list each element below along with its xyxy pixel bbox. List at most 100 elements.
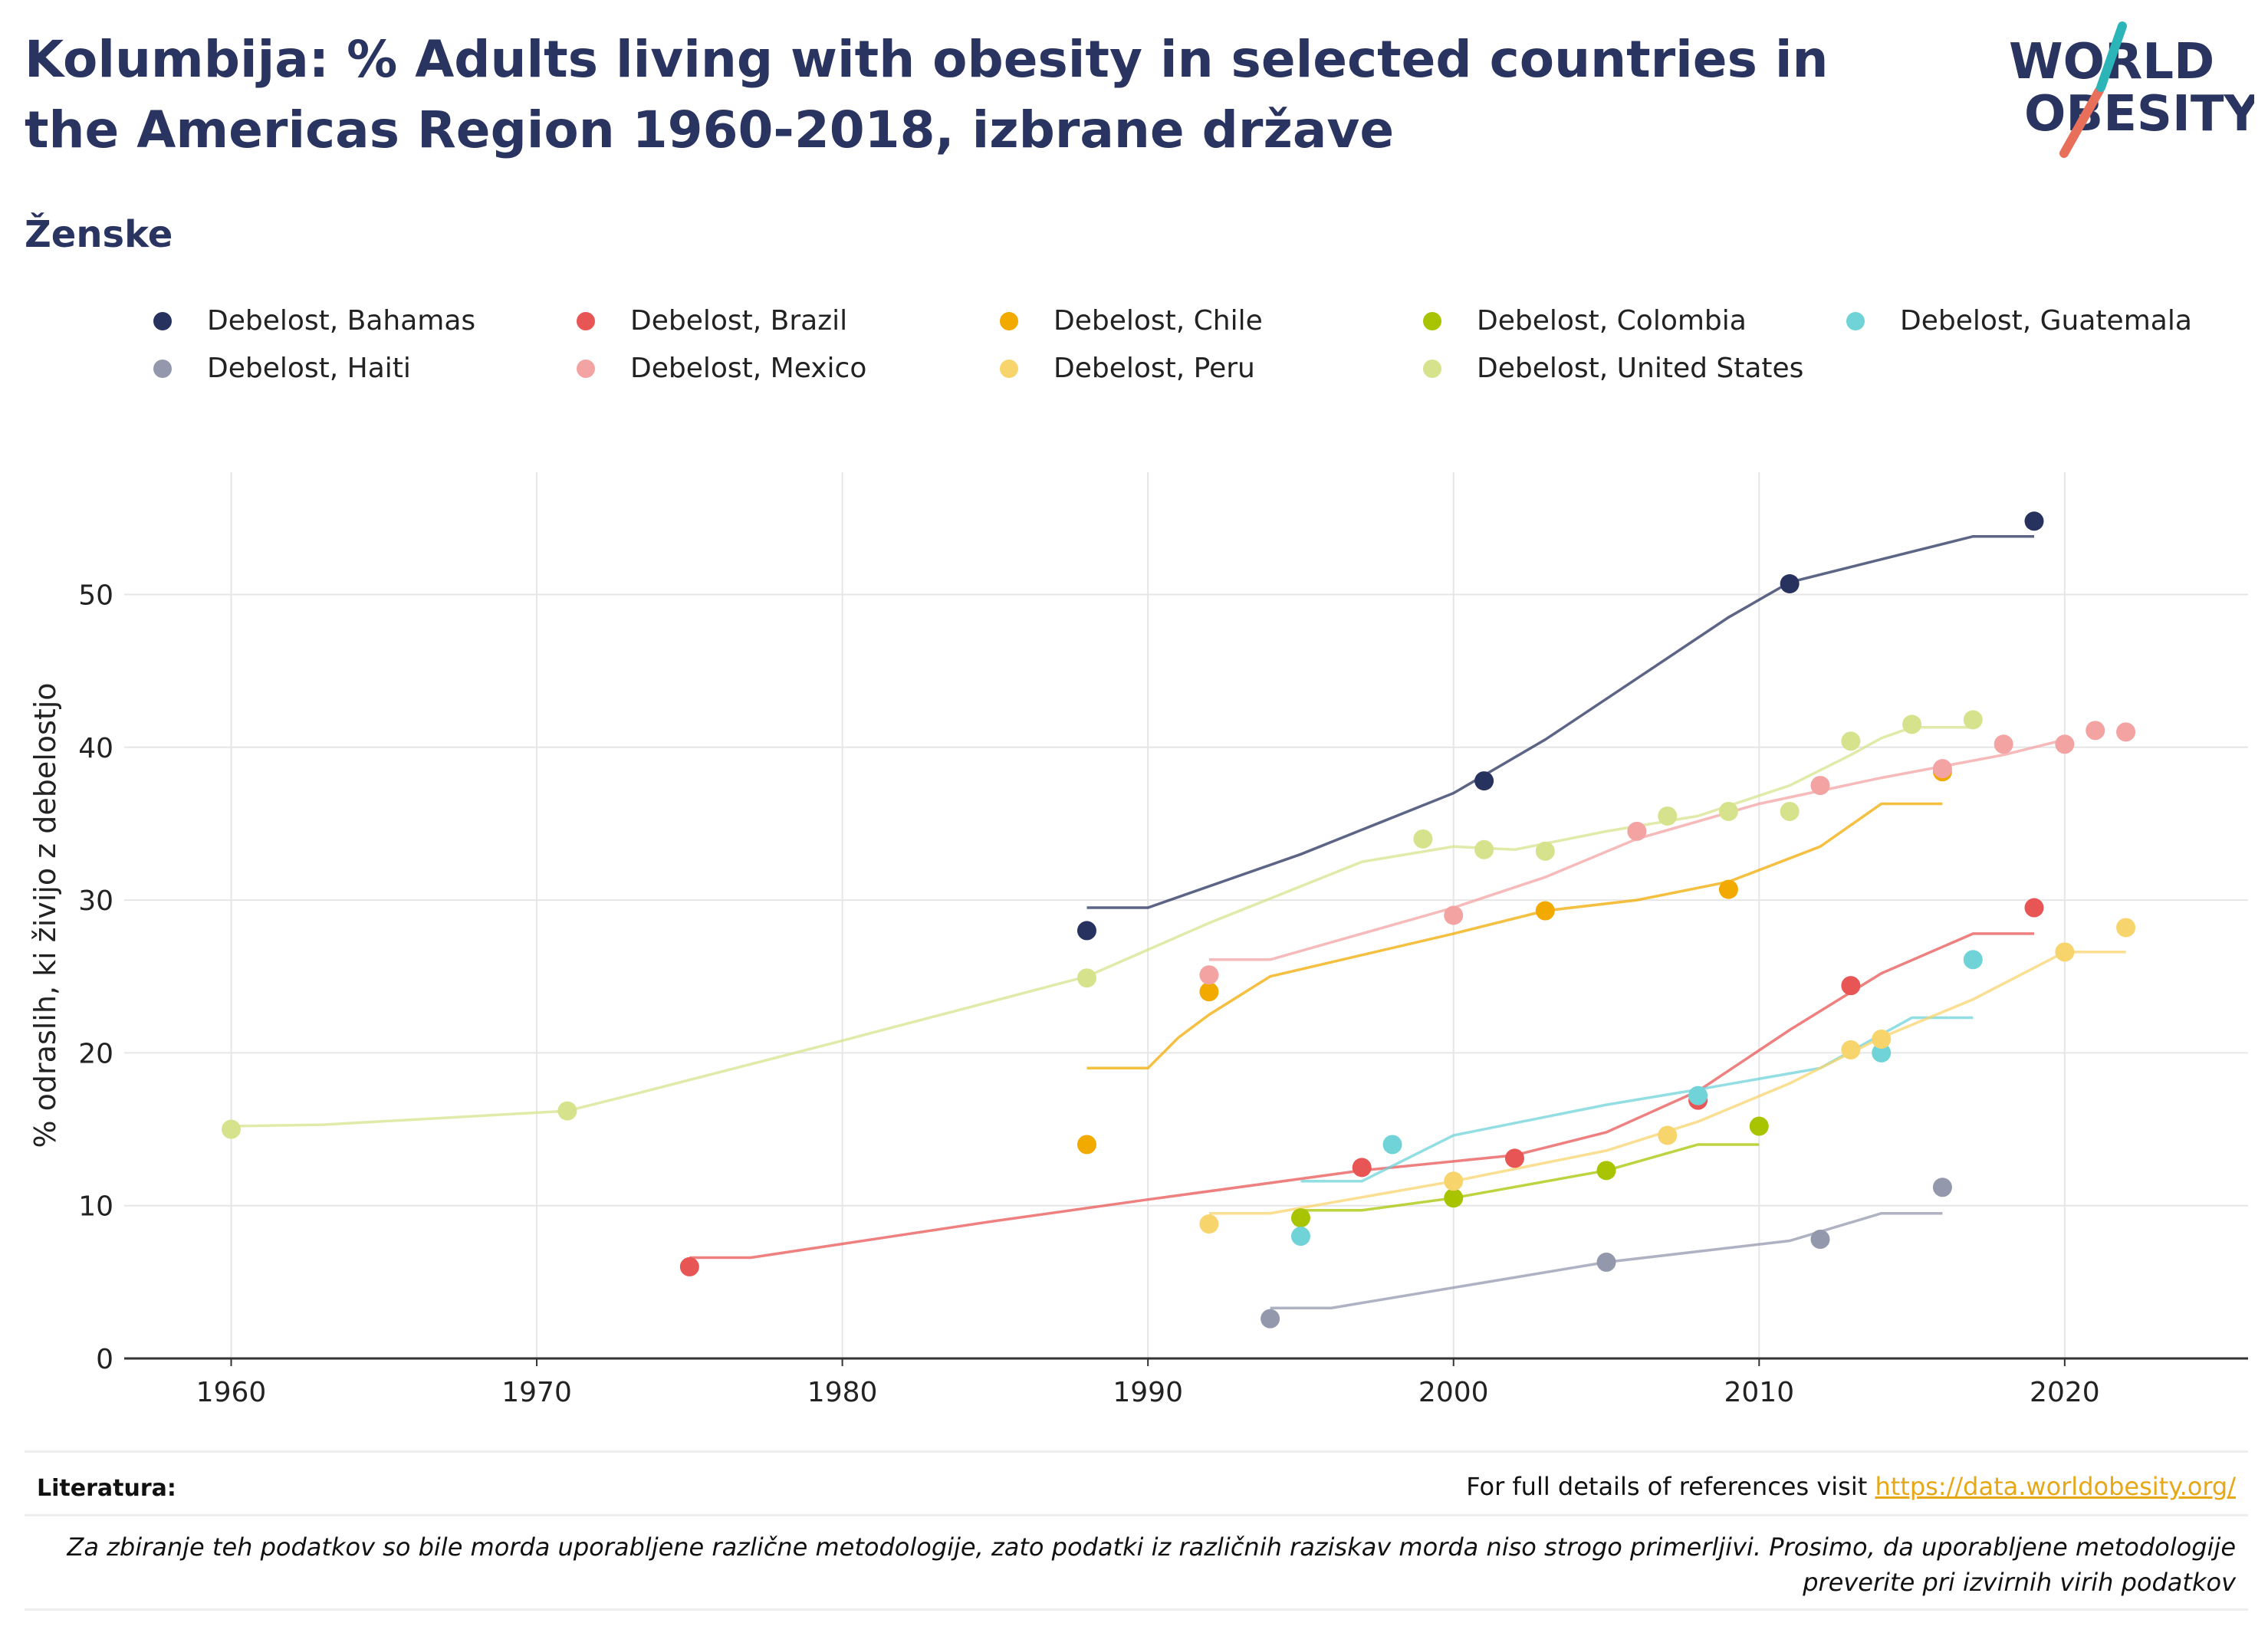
data-point[interactable]: [1535, 841, 1555, 861]
data-point[interactable]: [1413, 829, 1433, 849]
legend-item[interactable]: Debelost, United States: [1423, 353, 1803, 384]
y-tick-label: 40: [78, 733, 113, 764]
data-point[interactable]: [1780, 573, 1800, 593]
data-point[interactable]: [1658, 806, 1678, 826]
y-tick-label: 10: [78, 1191, 113, 1223]
data-point[interactable]: [1444, 1188, 1464, 1208]
data-point[interactable]: [1076, 968, 1096, 988]
data-point[interactable]: [1963, 950, 1983, 970]
legend-marker: [577, 359, 595, 378]
world-obesity-logo: WORLD OBESITY: [2009, 21, 2254, 158]
legend-item[interactable]: Debelost, Guatemala: [1846, 305, 2192, 337]
data-point[interactable]: [2116, 918, 2136, 938]
data-point[interactable]: [2086, 721, 2105, 741]
data-point[interactable]: [1872, 1043, 1892, 1063]
legend-label: Debelost, Peru: [1053, 353, 1255, 384]
data-point[interactable]: [1932, 1178, 1952, 1197]
legend-item[interactable]: Debelost, Chile: [1000, 305, 1263, 337]
data-point[interactable]: [1994, 734, 2013, 754]
legend-label: Debelost, Bahamas: [207, 305, 476, 337]
data-point[interactable]: [1076, 921, 1096, 941]
data-point[interactable]: [1199, 982, 1219, 1002]
references-link[interactable]: https://data.worldobesity.org/: [1875, 1472, 2236, 1501]
data-point[interactable]: [1290, 1227, 1310, 1247]
trend-line-0: [1086, 534, 2034, 909]
data-point[interactable]: [1076, 1135, 1096, 1155]
trend-line-4: [1300, 1016, 1974, 1183]
legend-item[interactable]: Debelost, Mexico: [577, 353, 866, 384]
logo-slash-teal: [2096, 21, 2127, 92]
data-point[interactable]: [1658, 1125, 1678, 1145]
data-point[interactable]: [1688, 1086, 1708, 1105]
chart-subtitle: Ženske: [25, 213, 173, 256]
literature-label: Literatura:: [37, 1475, 176, 1502]
data-point[interactable]: [1444, 1171, 1464, 1191]
legend-label: Debelost, Mexico: [630, 353, 867, 384]
references-prefix: For full details of references visit: [1466, 1472, 1875, 1501]
data-point[interactable]: [1872, 1029, 1892, 1049]
trend-line-2: [1086, 802, 1943, 1070]
trend-lines: [231, 534, 2126, 1309]
data-point[interactable]: [1504, 1148, 1524, 1168]
data-point[interactable]: [2116, 722, 2136, 742]
grid-lines: [124, 472, 2248, 1359]
data-point[interactable]: [1261, 1309, 1280, 1329]
data-point[interactable]: [1535, 901, 1555, 921]
data-point[interactable]: [1199, 965, 1219, 985]
y-tick-label: 20: [78, 1038, 113, 1069]
trend-line-7: [1208, 951, 2126, 1215]
legend-label: Debelost, Colombia: [1477, 305, 1747, 337]
data-point[interactable]: [557, 1101, 577, 1121]
footer-divider-middle: [25, 1514, 2248, 1516]
data-point[interactable]: [1627, 821, 1647, 841]
data-point[interactable]: [2055, 942, 2075, 962]
x-tick-label: 2020: [2030, 1377, 2100, 1408]
data-point[interactable]: [1841, 976, 1861, 996]
data-point[interactable]: [1199, 1214, 1219, 1234]
data-point[interactable]: [2055, 734, 2075, 754]
legend-marker: [1000, 359, 1018, 378]
chart-title: Kolumbija: % Adults living with obesity …: [25, 30, 1829, 159]
data-point[interactable]: [1749, 1116, 1769, 1136]
x-tick-label: 2000: [1418, 1377, 1489, 1408]
data-point[interactable]: [1780, 801, 1800, 821]
legend-item[interactable]: Debelost, Bahamas: [153, 305, 475, 337]
data-point[interactable]: [1596, 1252, 1616, 1272]
data-point[interactable]: [1718, 879, 1738, 899]
data-point[interactable]: [1352, 1158, 1372, 1178]
legend-item[interactable]: Debelost, Peru: [1000, 353, 1255, 384]
data-point[interactable]: [1718, 801, 1738, 821]
data-point[interactable]: [1444, 905, 1464, 925]
legend-label: Debelost, Guatemala: [1900, 305, 2192, 337]
data-point[interactable]: [1474, 771, 1494, 791]
data-points: [221, 511, 2136, 1329]
data-point[interactable]: [1932, 759, 1952, 779]
y-axis-label: % odraslih, ki živijo z debelostjo: [28, 682, 62, 1148]
legend-item[interactable]: Debelost, Haiti: [153, 353, 411, 384]
data-point[interactable]: [1596, 1161, 1616, 1181]
data-point[interactable]: [221, 1119, 241, 1139]
trend-line-8: [231, 726, 1974, 1128]
data-point[interactable]: [1810, 776, 1830, 796]
data-point[interactable]: [2024, 511, 2044, 531]
methodology-note: Za zbiranje teh podatkov so bile morda u…: [67, 1532, 2236, 1597]
footer-divider-top: [25, 1450, 2248, 1453]
legend-item[interactable]: Debelost, Colombia: [1423, 305, 1747, 337]
data-point[interactable]: [1290, 1208, 1310, 1228]
legend-label: Debelost, Chile: [1053, 305, 1263, 337]
legend-marker: [1423, 359, 1441, 378]
data-point[interactable]: [2024, 898, 2044, 918]
data-point[interactable]: [1902, 714, 1922, 734]
data-point[interactable]: [1474, 839, 1494, 859]
data-point[interactable]: [679, 1256, 699, 1276]
legend-label: Debelost, United States: [1477, 353, 1804, 384]
data-point[interactable]: [1841, 731, 1861, 751]
legend-item[interactable]: Debelost, Brazil: [577, 305, 847, 337]
trend-line-5: [1270, 1211, 1943, 1309]
data-point[interactable]: [1382, 1135, 1402, 1155]
data-point[interactable]: [1841, 1040, 1861, 1059]
data-point[interactable]: [1963, 710, 1983, 730]
trend-line-3: [1300, 1143, 1760, 1212]
data-point[interactable]: [1810, 1230, 1830, 1250]
legend-label: Debelost, Brazil: [630, 305, 848, 337]
